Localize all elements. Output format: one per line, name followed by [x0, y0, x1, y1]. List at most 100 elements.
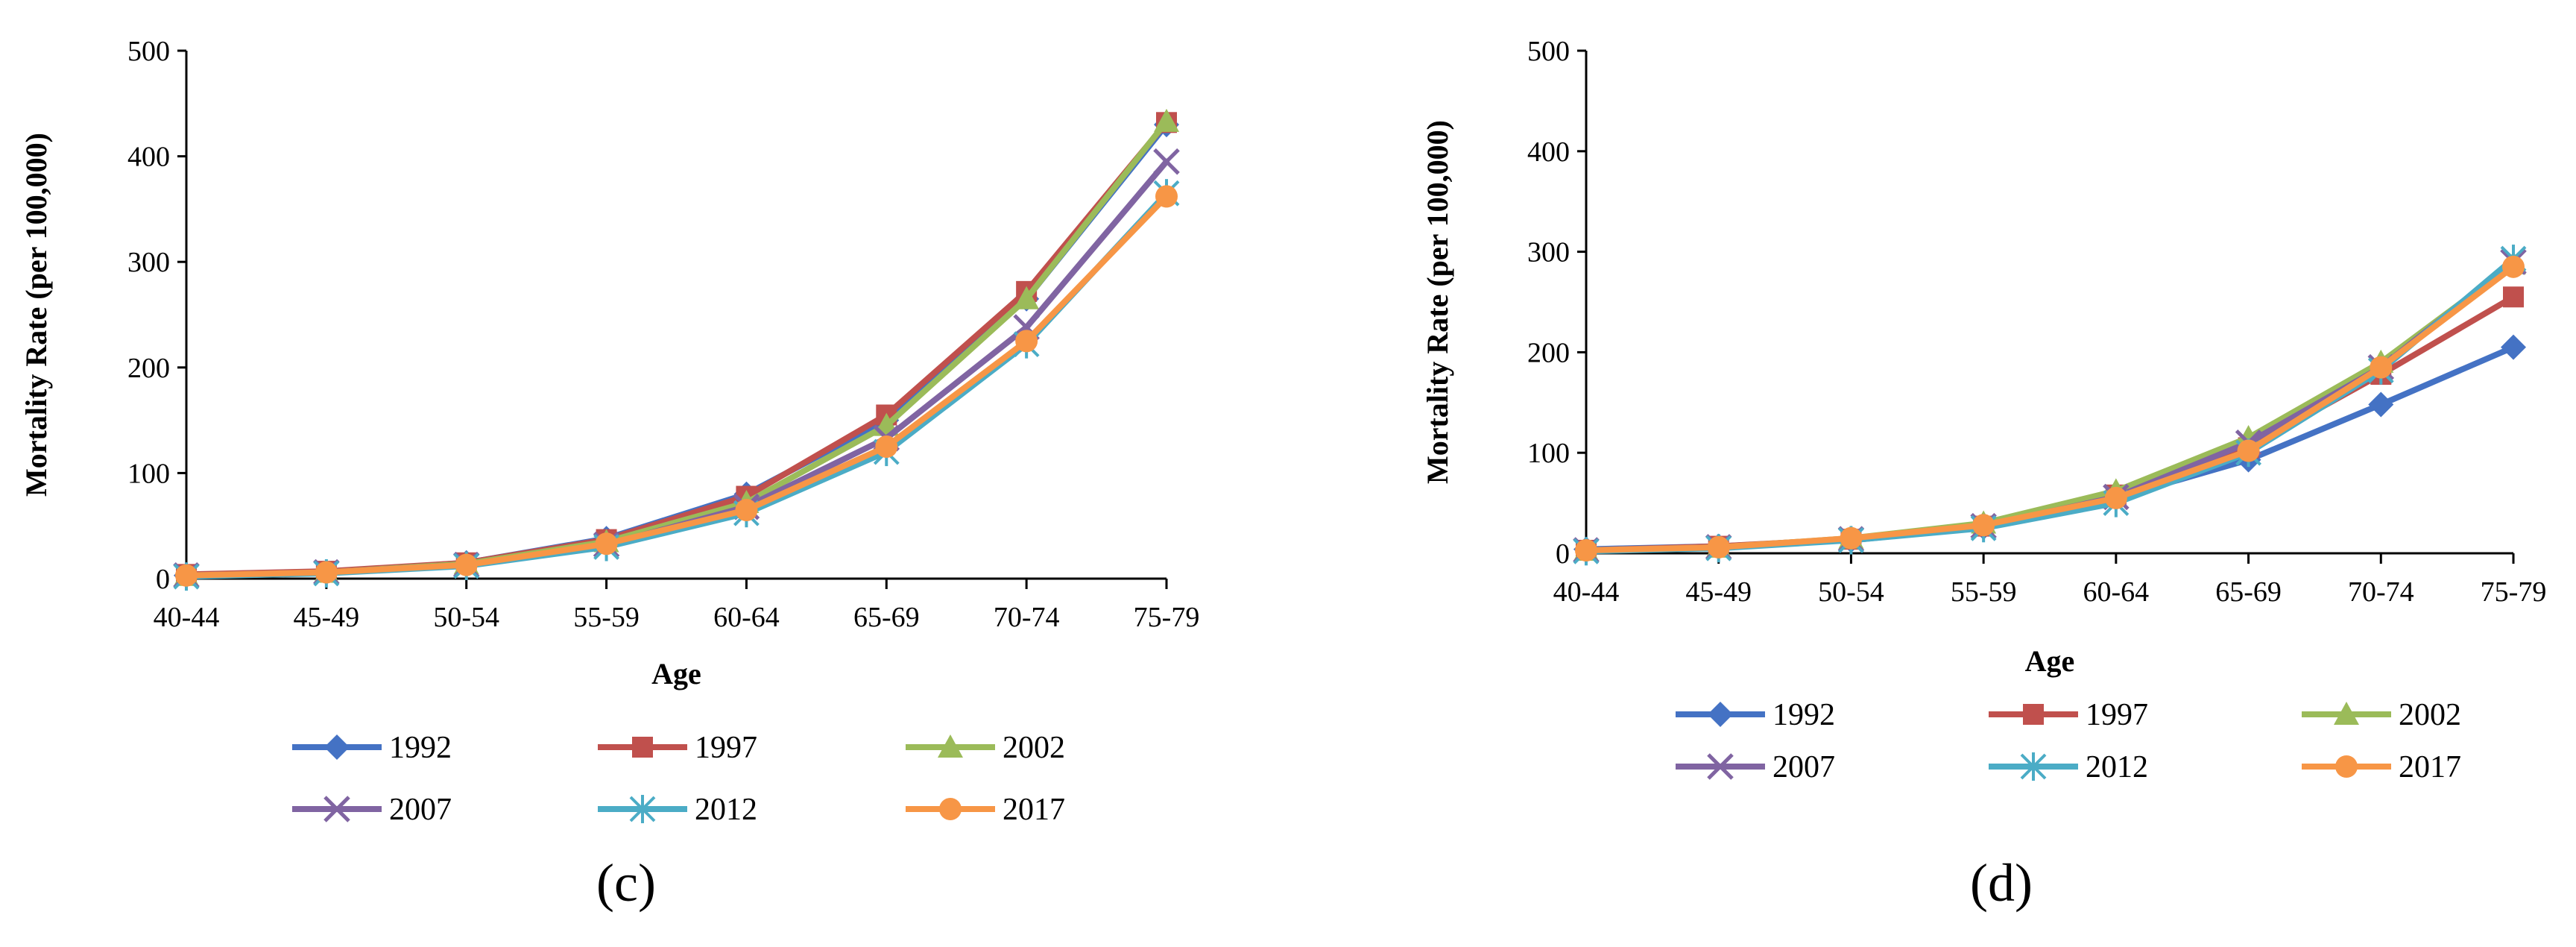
legend-label: 1992	[1772, 698, 1835, 732]
legend-marker-2017	[2335, 755, 2358, 778]
x-tick-label: 55-59	[573, 602, 640, 633]
y-tick-label: 0	[156, 564, 170, 595]
legend-label: 2007	[389, 793, 452, 827]
legend-label: 2007	[1772, 750, 1835, 784]
legend-item-2017: 2017	[2302, 750, 2461, 784]
x-tick-label: 75-79	[1134, 602, 1200, 633]
x-tick-label: 70-74	[994, 602, 1060, 633]
legend: 1992 1997 2002 2007 2012 2017	[292, 731, 1065, 827]
chart-panel-d: 0 100 200 300 400 500 40-44 45-49 50-54 55-59 60-6…	[1421, 36, 2546, 913]
y-tick-label: 100	[127, 458, 170, 489]
legend-label: 2002	[2399, 698, 2461, 732]
data-point-2017	[1840, 526, 1863, 550]
data-point-2017	[875, 435, 898, 458]
legend-marker-1997	[632, 737, 653, 758]
legend-label: 2002	[1003, 731, 1065, 765]
legend: 1992 1997 2002 2007 2012 2017	[1676, 698, 2461, 784]
data-point-2002	[1154, 108, 1179, 132]
x-tick-label: 45-49	[1685, 576, 1752, 608]
data-point-2017	[2104, 486, 2127, 509]
legend-marker-2007-stroke	[1707, 753, 1734, 780]
legend-label: 1997	[695, 731, 757, 765]
x-tick-label: 70-74	[2348, 576, 2414, 608]
data-point-2007	[1153, 148, 1180, 175]
panel-label: (d)	[1970, 853, 2033, 913]
series-1997	[1576, 286, 2524, 561]
legend-item-1997: 1997	[1989, 698, 2148, 732]
data-point-1992	[2368, 391, 2394, 418]
x-tick-label: 55-59	[1951, 576, 2017, 608]
legend-marker-1992	[1708, 702, 1733, 727]
legend-label: 1992	[389, 731, 452, 765]
series-line-2017	[183, 193, 1169, 579]
x-tick-label: 60-64	[2083, 576, 2150, 608]
legend-marker-2002	[938, 734, 963, 758]
legend-item-2017: 2017	[906, 793, 1065, 827]
legend-item-2002: 2002	[906, 731, 1065, 765]
legend-label: 2017	[1003, 793, 1065, 827]
legend-item-1992: 1992	[1676, 698, 1835, 732]
legend-marker-2002	[2334, 702, 2359, 725]
x-tick-label: 50-54	[433, 602, 499, 633]
x-tick-label: 40-44	[1553, 576, 1620, 608]
data-point-2017	[2237, 439, 2260, 462]
data-point-2002	[1014, 286, 1040, 309]
y-tick-label: 300	[127, 247, 170, 278]
data-point-2017	[1015, 330, 1038, 353]
data-point-2017	[735, 498, 758, 521]
data-point-2017	[595, 532, 618, 556]
legend-item-2012: 2012	[598, 793, 757, 827]
y-tick-label: 400	[127, 142, 170, 173]
legend-item-1992: 1992	[292, 731, 452, 765]
data-point-2017	[1575, 538, 1597, 561]
data-point-2017	[175, 564, 198, 587]
x-tick-label: 75-79	[2481, 576, 2547, 608]
legend-marker-2007	[1707, 753, 1734, 780]
panel-label: (c)	[596, 853, 656, 913]
legend-marker-2007-stroke	[323, 796, 350, 822]
x-axis-title: Age	[651, 657, 701, 690]
y-tick-label: 200	[1527, 337, 1570, 368]
x-tick-label: 65-69	[2215, 576, 2282, 608]
y-tick-label: 0	[1556, 538, 1570, 570]
x-tick-label: 60-64	[713, 602, 780, 633]
y-tick-label: 100	[1527, 438, 1570, 469]
legend-item-2012: 2012	[1989, 750, 2148, 784]
y-tick-label: 200	[127, 353, 170, 384]
y-tick-label: 500	[127, 36, 170, 67]
chart-panel-c: 0 100 200 300 400 500 40-44 45-49 50-54 55-59 60-6…	[19, 36, 1199, 913]
legend-marker-2017	[939, 798, 962, 820]
y-tick-label: 500	[1527, 36, 1570, 67]
legend-label: 2012	[695, 793, 757, 827]
y-tick-label: 400	[1527, 136, 1570, 168]
series-2017	[175, 185, 1178, 587]
x-tick-label: 40-44	[154, 602, 220, 633]
y-axis-title: Mortality Rate (per 100,000)	[1421, 120, 1454, 484]
x-tick-label: 65-69	[853, 602, 920, 633]
series-line-2017	[1583, 263, 2516, 553]
legend-item-1997: 1997	[598, 731, 757, 765]
data-point-2017	[1707, 535, 1730, 559]
x-tick-label: 45-49	[294, 602, 360, 633]
data-point-2017	[1972, 514, 1995, 537]
legend-item-2007: 2007	[1676, 750, 1835, 784]
legend-label: 2012	[2086, 750, 2148, 784]
legend-marker-2012	[629, 795, 656, 823]
legend-item-2007: 2007	[292, 793, 452, 827]
x-axis-title: Age	[2025, 644, 2075, 678]
legend-marker-2007	[323, 796, 350, 822]
y-tick-label: 300	[1527, 237, 1570, 268]
series-2017	[1575, 255, 2525, 561]
legend-label: 1997	[2086, 698, 2148, 732]
data-point-1997	[2503, 286, 2524, 308]
legend-marker-1997	[2023, 704, 2044, 725]
data-point-2017	[455, 553, 478, 576]
legend-label: 2017	[2399, 750, 2461, 784]
data-point-2017	[2370, 356, 2393, 379]
legend-item-2002: 2002	[2302, 698, 2461, 732]
data-point-2017	[1155, 185, 1178, 208]
y-axis-title: Mortality Rate (per 100,000)	[19, 133, 53, 497]
x-tick-label: 50-54	[1818, 576, 1884, 608]
legend-marker-1992	[324, 734, 350, 760]
